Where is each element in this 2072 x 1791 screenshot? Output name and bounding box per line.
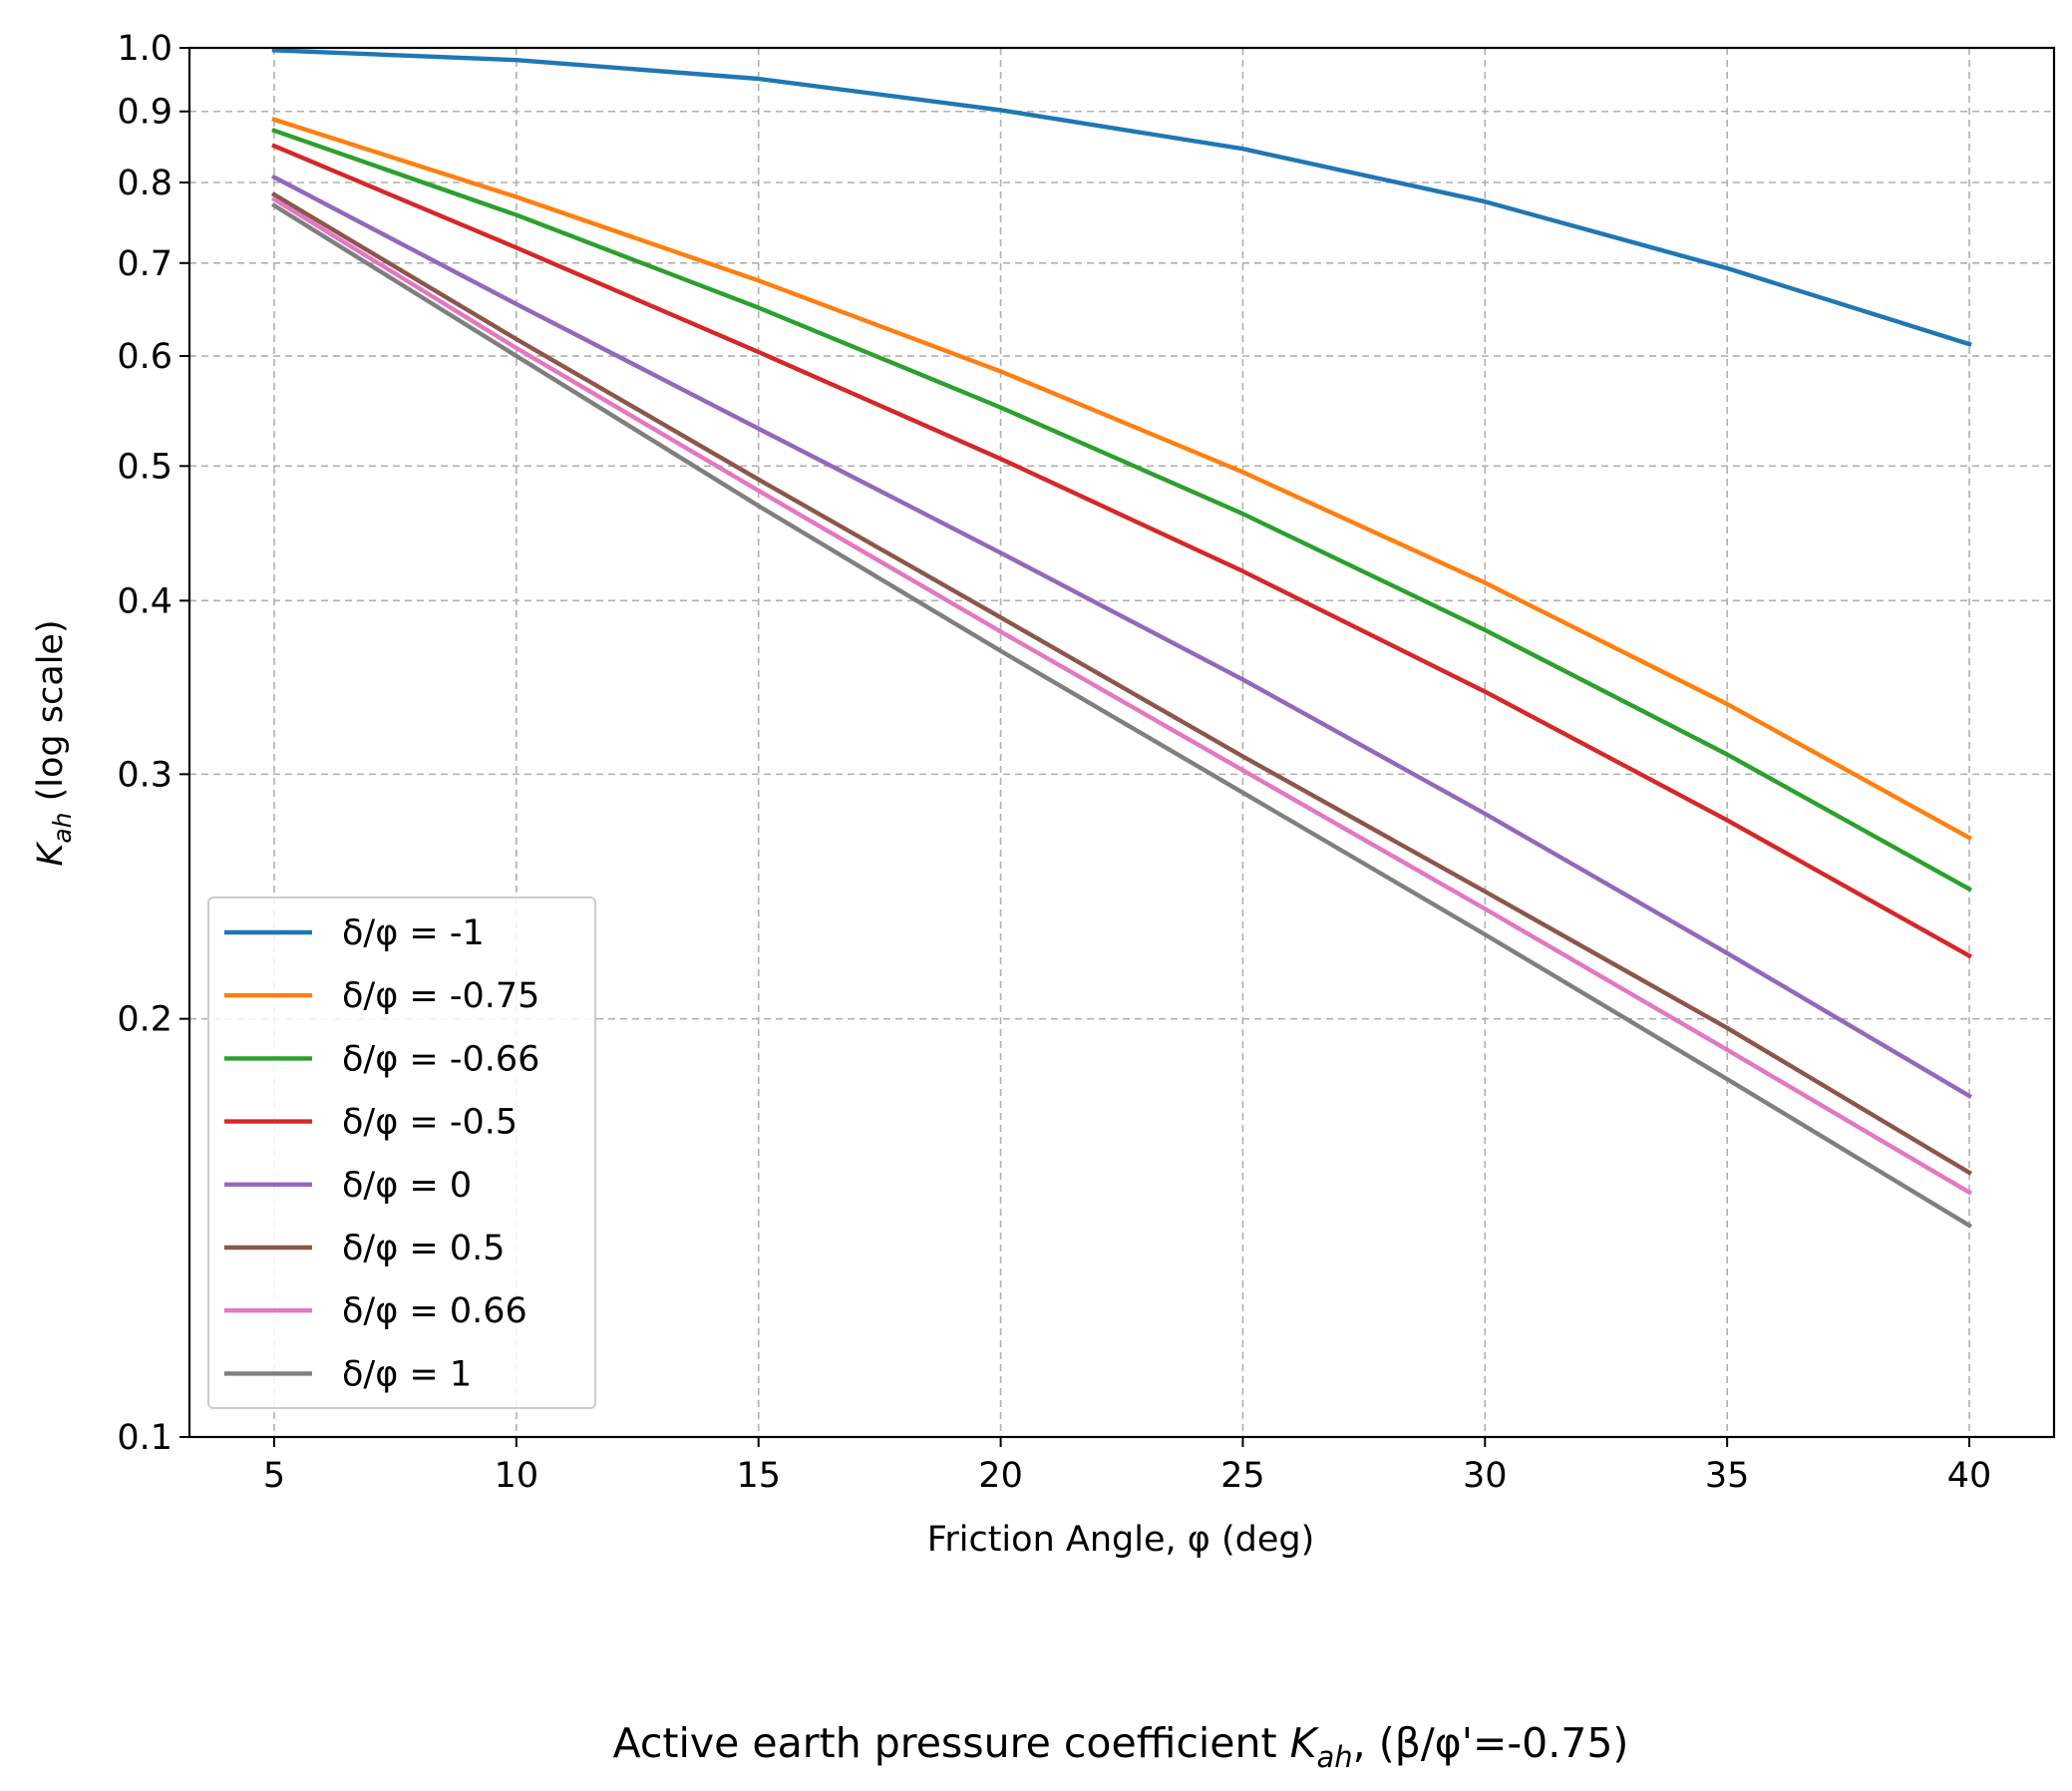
- legend: δ/φ = -1 δ/φ = -0.75 δ/φ = -0.66 δ/φ = -0.5…: [207, 896, 596, 1409]
- legend-label-3: δ/φ = -0.5: [342, 1103, 518, 1143]
- series-line-5: [270, 191, 1973, 1176]
- series-line-1: [271, 117, 1972, 842]
- legend-label-1: δ/φ = -0.75: [342, 976, 539, 1016]
- y-tick-label-0.1: 0.1: [117, 1418, 173, 1458]
- legend-label-7: δ/φ = 1: [342, 1354, 472, 1394]
- plot-area-frame: [187, 46, 2056, 1439]
- legend-label-4: δ/φ = 0: [342, 1166, 472, 1206]
- x-tick-label-25: 25: [1220, 1456, 1265, 1496]
- legend-label-2: δ/φ = -0.66: [342, 1039, 539, 1079]
- y-axis-ticks: 0.1 0.2 0.3 0.4 0.5 0.6 0.7 0.8 0.9 1.0: [117, 29, 189, 1458]
- x-tick-label-40: 40: [1947, 1456, 1992, 1496]
- series-line-6: [270, 195, 1973, 1196]
- series-line-3: [271, 143, 1972, 959]
- y-tick-label-0.8: 0.8: [117, 164, 173, 203]
- x-tick-label-5: 5: [263, 1456, 285, 1496]
- y-axis-label-subscript: ah: [48, 812, 77, 843]
- series-line-7: [270, 202, 1973, 1229]
- legend-label-0: δ/φ = -1: [342, 913, 485, 953]
- y-tick-label-0.7: 0.7: [117, 244, 173, 284]
- x-tick-label-10: 10: [495, 1456, 539, 1496]
- chart-title-symbol: K: [1290, 1719, 1320, 1767]
- y-tick-label-0.6: 0.6: [117, 337, 173, 377]
- x-axis-label: Friction Angle, φ (deg): [927, 1520, 1314, 1560]
- chart-title: Active earth pressure coefficient Kah, (…: [613, 1719, 1629, 1774]
- y-tick-label-0.9: 0.9: [117, 93, 173, 133]
- y-tick-label-0.4: 0.4: [117, 581, 173, 621]
- x-tick-label-20: 20: [978, 1456, 1023, 1496]
- legend-label-6: δ/φ = 0.66: [342, 1291, 527, 1331]
- x-tick-label-35: 35: [1705, 1456, 1750, 1496]
- x-tick-label-30: 30: [1463, 1456, 1508, 1496]
- y-axis-label-suffix: (log scale): [31, 619, 71, 812]
- y-axis-label: Kah (log scale): [31, 619, 77, 866]
- legend-label-5: δ/φ = 0.5: [342, 1229, 506, 1268]
- y-axis-label-symbol: K: [31, 841, 71, 867]
- series-line-2: [271, 128, 1972, 893]
- y-tick-label-1: 1.0: [117, 29, 173, 69]
- x-axis-ticks: 5 10 15 20 25 30 35 40: [263, 1437, 1991, 1496]
- series-line-4: [271, 174, 1973, 1100]
- y-tick-label-0.3: 0.3: [117, 755, 173, 795]
- legend-box: [207, 896, 596, 1409]
- y-tick-label-0.2: 0.2: [117, 1000, 173, 1040]
- series-lines: [270, 48, 1973, 1229]
- y-tick-label-0.5: 0.5: [117, 447, 173, 487]
- chart-title-prefix: Active earth pressure coefficient: [613, 1719, 1290, 1767]
- chart-title-suffix: , (β/φ'=-0.75): [1353, 1719, 1629, 1767]
- chart-title-subscript: ah: [1316, 1740, 1352, 1774]
- series-line-0: [271, 48, 1972, 347]
- x-tick-label-15: 15: [736, 1456, 781, 1496]
